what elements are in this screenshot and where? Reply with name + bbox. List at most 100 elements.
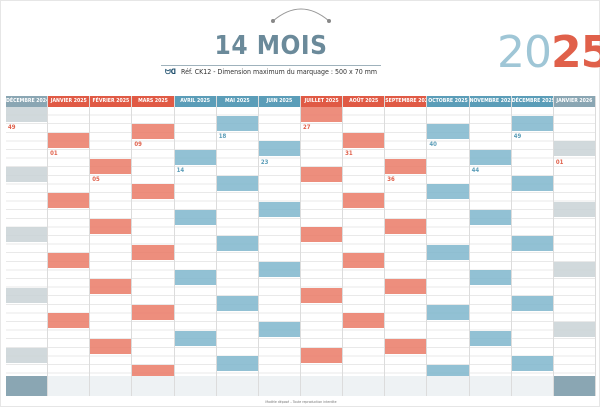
month-header: AOÛT 2025 xyxy=(343,96,385,107)
weekend-band xyxy=(343,193,385,208)
week-number: 27 xyxy=(303,124,311,132)
weekend-band xyxy=(216,175,258,191)
weekend-band xyxy=(469,330,511,346)
week-number: 31 xyxy=(345,150,353,157)
weekend-band xyxy=(385,218,427,234)
weekend-band xyxy=(511,115,553,131)
weekend-band xyxy=(469,270,511,286)
weekend-band xyxy=(469,210,511,226)
weekend-band xyxy=(48,132,90,148)
weekend-band xyxy=(6,167,48,183)
month-column: NOVEMBRE 2025 44 xyxy=(469,96,512,396)
month-header: JUIN 2025 xyxy=(258,96,300,107)
year-part-b: 25 xyxy=(551,27,600,78)
page-title: 14 MOIS xyxy=(214,31,328,61)
weekend-band xyxy=(90,158,132,174)
month-footer xyxy=(553,376,595,396)
weekend-band xyxy=(343,132,385,148)
month-days: 01 xyxy=(553,107,595,375)
subtitle: ᗢᗡ Réf. CK12 - Dimension maximum du marq… xyxy=(165,68,385,77)
month-header: FÉVRIER 2025 xyxy=(90,96,132,107)
weekend-band xyxy=(216,236,258,251)
weekend-band xyxy=(174,210,216,226)
month-footer xyxy=(258,376,300,396)
month-footer xyxy=(132,376,174,396)
weekend-band xyxy=(6,347,48,363)
month-footer xyxy=(469,376,511,396)
subtitle-text: Réf. CK12 - Dimension maximum du marquag… xyxy=(181,68,378,76)
weekend-band xyxy=(48,193,90,208)
brand-logo-icon: ᗢᗡ xyxy=(165,68,177,76)
month-footer xyxy=(511,376,553,396)
month-header: JANVIER 2025 xyxy=(48,96,90,107)
month-days: 01 xyxy=(48,107,90,375)
weekend-band xyxy=(216,356,258,372)
month-header: MAI 2025 xyxy=(216,96,258,107)
weekend-band xyxy=(258,261,300,277)
weekend-band xyxy=(427,124,469,140)
weekend-band xyxy=(6,287,48,303)
weekend-band xyxy=(301,107,343,122)
weekend-band xyxy=(427,304,469,320)
month-column: SEPTEMBRE 2025 36 xyxy=(385,96,428,396)
weekend-band xyxy=(90,279,132,294)
weekend-band xyxy=(511,175,553,191)
month-column: AOÛT 2025 31 xyxy=(343,96,386,396)
month-column: JANVIER 2026 01 xyxy=(553,96,596,396)
weekend-band xyxy=(258,322,300,337)
weekend-band xyxy=(385,339,427,355)
month-header: DÉCEMBRE 2025 xyxy=(511,96,553,107)
week-number: 09 xyxy=(134,141,142,149)
week-number: 44 xyxy=(471,167,480,175)
week-number: 01 xyxy=(555,158,564,166)
month-footer xyxy=(343,376,385,396)
week-number: 40 xyxy=(429,141,437,149)
week-number: 01 xyxy=(50,150,58,157)
weekend-band xyxy=(174,270,216,286)
month-column: OCTOBRE 2025 40 xyxy=(427,96,470,396)
month-column: MAI 2025 18 xyxy=(216,96,259,396)
month-footer xyxy=(6,376,48,396)
month-days: 27 xyxy=(301,107,343,375)
month-column: JANVIER 2025 01 xyxy=(48,96,91,396)
month-header: JANVIER 2026 xyxy=(553,96,595,107)
title-divider xyxy=(161,65,381,66)
weekend-band xyxy=(469,150,511,165)
weekend-band xyxy=(48,253,90,269)
month-footer xyxy=(174,376,216,396)
week-number: 49 xyxy=(513,132,522,140)
footer-note: Modèle déposé – Toute reproduction inter… xyxy=(265,400,337,404)
weekend-band xyxy=(511,356,553,372)
weekend-band xyxy=(48,313,90,329)
week-number: 14 xyxy=(176,167,185,175)
weekend-band xyxy=(301,167,343,183)
weekend-band xyxy=(511,296,553,312)
month-header: SEPTEMBRE 2025 xyxy=(385,96,427,107)
weekend-band xyxy=(427,244,469,260)
weekend-band xyxy=(6,107,48,122)
month-days: 40 xyxy=(427,107,469,380)
weekend-band xyxy=(343,253,385,269)
month-days: 49 xyxy=(511,107,553,375)
weekend-band xyxy=(6,227,48,243)
month-header: OCTOBRE 2025 xyxy=(427,96,469,107)
weekend-band xyxy=(174,150,216,165)
weekend-band xyxy=(553,201,595,217)
month-footer xyxy=(90,376,132,396)
month-days: 36 xyxy=(385,107,427,375)
month-days: 14 xyxy=(174,107,216,375)
month-days: 44 xyxy=(469,107,511,375)
month-header: JUILLET 2025 xyxy=(301,96,343,107)
month-days: 31 xyxy=(343,107,385,375)
weekend-band xyxy=(90,218,132,234)
weekend-band xyxy=(427,184,469,200)
month-days: 18 xyxy=(216,107,258,375)
weekend-band xyxy=(343,313,385,329)
month-days: 49 xyxy=(6,107,48,375)
weekend-band xyxy=(216,296,258,312)
weekend-band xyxy=(301,347,343,363)
month-days: 23 xyxy=(258,107,300,375)
month-header: MARS 2025 xyxy=(132,96,174,107)
year-display: 2025 xyxy=(497,27,600,78)
month-header: DÉCEMBRE 2024 xyxy=(6,96,48,107)
